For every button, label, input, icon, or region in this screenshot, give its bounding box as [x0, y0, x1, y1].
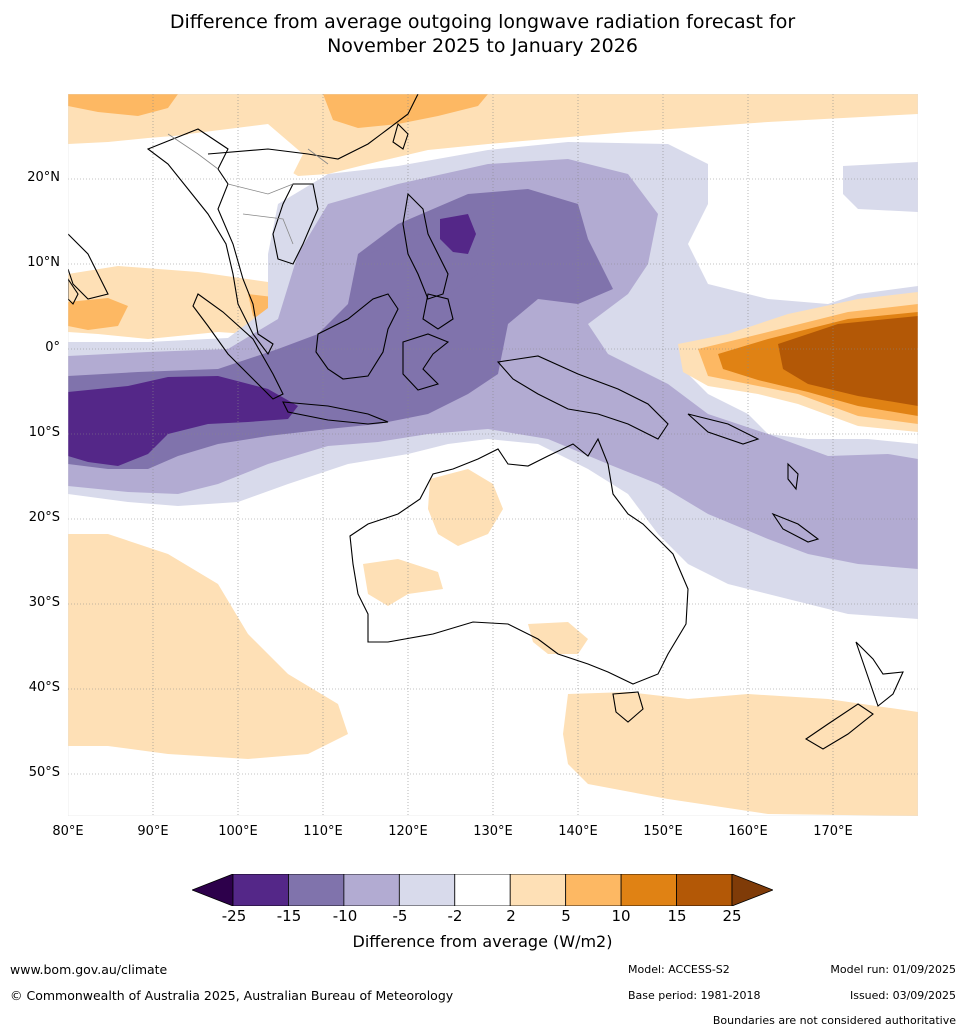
lon-label-140e: 140°E: [558, 824, 598, 839]
issued-text: Issued: 03/09/2025: [849, 989, 956, 1002]
colorbar-cell: [343, 874, 400, 906]
colorbar-tick: 10: [611, 907, 631, 925]
colorbar-cell: [454, 874, 511, 906]
base-period-text: Base period: 1981-2018: [628, 989, 761, 1002]
lon-label-120e: 120°E: [388, 824, 428, 839]
disclaimer-text: Boundaries are not considered authoritat…: [712, 1014, 956, 1027]
lon-label-100e: 100°E: [218, 824, 258, 839]
colorbar-tick: 5: [561, 907, 571, 925]
lat-label-20s: 20°S: [28, 510, 60, 525]
lat-label-10s: 10°S: [28, 425, 60, 440]
title-line-2: November 2025 to January 2026: [327, 35, 638, 57]
colorbar-tick: -15: [276, 907, 302, 925]
coastlines: [68, 94, 904, 750]
colorbar-cell: [565, 874, 622, 906]
lat-label-40s: 40°S: [28, 680, 60, 695]
new-zealand-coast: [855, 641, 904, 707]
colorbar-tick: 25: [722, 907, 742, 925]
australia-coast: [349, 437, 689, 685]
lon-label-150e: 150°E: [643, 824, 683, 839]
colorbar-extend-low: [192, 874, 234, 906]
title-line-1: Difference from average outgoing longwav…: [169, 11, 796, 33]
colorbar-cell: [509, 874, 567, 906]
colorbar: [192, 874, 773, 906]
lon-label-160e: 160°E: [728, 824, 768, 839]
colorbar-tick: 2: [506, 907, 516, 925]
lon-label-80e: 80°E: [52, 824, 84, 839]
colorbar-extend-high: [731, 874, 773, 906]
lat-label-50s: 50°S: [28, 765, 60, 780]
chart-title: Difference from average outgoing longwav…: [0, 10, 965, 58]
colorbar-tick: 15: [667, 907, 687, 925]
lon-label-130e: 130°E: [473, 824, 513, 839]
colorbar-cell: [398, 874, 456, 906]
lat-label-0: 0°: [45, 340, 60, 355]
colorbar-tick: -5: [392, 907, 408, 925]
model-run-text: Model run: 01/09/2025: [830, 963, 956, 976]
colorbar-cell: [676, 874, 733, 906]
colorbar-tick: -10: [332, 907, 358, 925]
lon-label-90e: 90°E: [137, 824, 169, 839]
lat-label-20n: 20°N: [27, 170, 60, 185]
colorbar-cell: [288, 874, 345, 906]
lat-label-10n: 10°N: [27, 255, 60, 270]
model-text: Model: ACCESS-S2: [628, 963, 730, 976]
website-link[interactable]: www.bom.gov.au/climate: [10, 962, 168, 977]
colorbar-tick: -2: [447, 907, 463, 925]
olr-anomaly-map: [68, 94, 918, 816]
copyright-text: © Commonwealth of Australia 2025, Austra…: [10, 988, 454, 1003]
anomaly-positive-north-strong: [323, 94, 488, 128]
colorbar-cell: [232, 874, 289, 906]
colorbar-tick: -25: [221, 907, 247, 925]
lon-label-170e: 170°E: [813, 824, 853, 839]
colorbar-label: Difference from average (W/m2): [352, 932, 613, 951]
colorbar-cell: [620, 874, 677, 906]
lat-label-30s: 30°S: [28, 595, 60, 610]
lon-label-110e: 110°E: [303, 824, 343, 839]
